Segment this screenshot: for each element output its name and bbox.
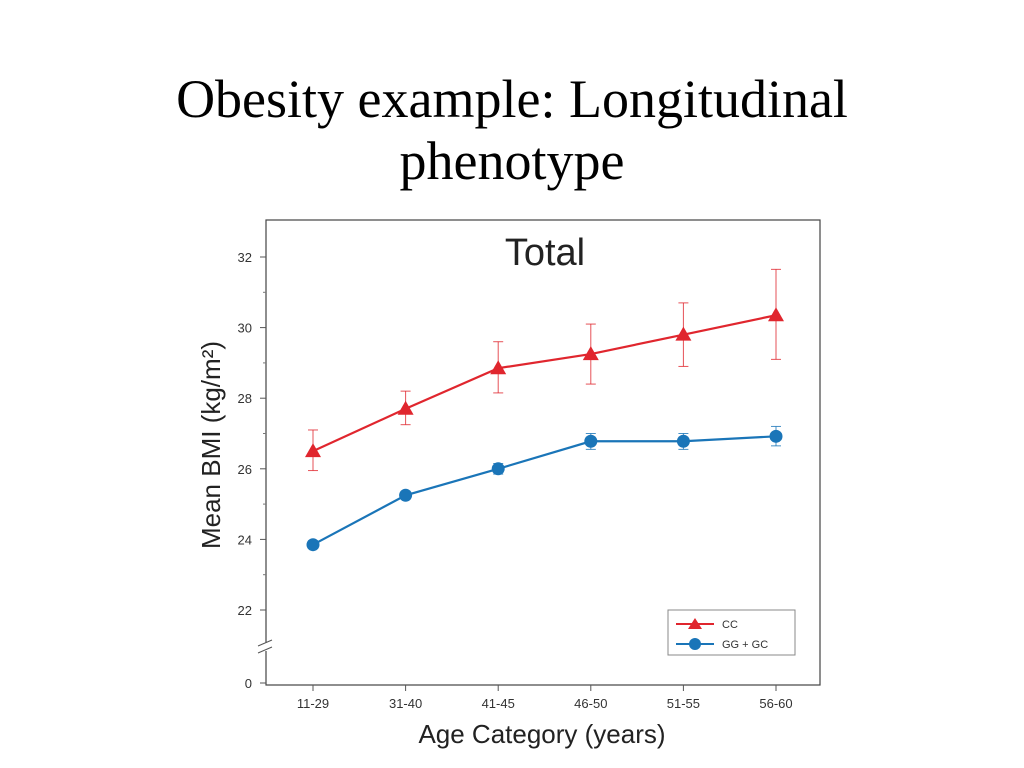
y-tick-label-28: 28 [238, 391, 252, 406]
axis-break-slash-lower [257, 646, 273, 654]
legend-swatch-marker-cc [688, 618, 702, 629]
x-axis-title: Age Category (years) [418, 719, 665, 749]
slide-title-line2: phenotype [399, 131, 625, 191]
chart-title: Total [505, 232, 585, 274]
slide-title: Obesity example: Longitudinal phenotype [0, 68, 1024, 192]
x-axis-ticks: 11-29 31-40 41-45 46-50 51-55 56-60 [297, 685, 793, 711]
data-point-gg-gc-51-55 [676, 434, 690, 448]
x-tick-label-11-29: 11-29 [297, 696, 329, 711]
data-point-cc-46-50 [582, 346, 599, 361]
y-tick-label-26: 26 [238, 462, 252, 477]
y-tick-label-30: 30 [238, 321, 252, 336]
data-point-gg-gc-11-29 [306, 538, 320, 552]
x-tick-label-41-45: 41-45 [482, 696, 515, 711]
axis-break-slash-upper [257, 639, 273, 647]
legend-label-gg-gc: GG + GC [722, 639, 768, 651]
data-point-cc-56-60 [768, 307, 784, 322]
plot-frame [265, 219, 821, 686]
series-cc [305, 268, 784, 472]
x-tick-label-51-55: 51-55 [667, 696, 700, 711]
legend-label-cc: CC [722, 619, 738, 631]
y-tick-label-24: 24 [238, 532, 252, 547]
data-point-cc-41-45 [490, 360, 507, 375]
x-tick-label-31-40: 31-40 [389, 696, 422, 711]
axis-break-marker [257, 639, 273, 654]
legend-box [667, 609, 796, 656]
data-point-cc-11-29 [305, 443, 321, 458]
data-point-gg-gc-41-45 [491, 462, 505, 476]
y-axis-title: Mean BMI (kg/m²) [196, 341, 226, 549]
series-gg-gc [306, 425, 783, 552]
data-point-gg-gc-56-60 [769, 429, 783, 443]
y-tick-label-22: 22 [238, 603, 252, 618]
data-point-cc-31-40 [397, 400, 414, 415]
data-point-gg-gc-46-50 [584, 434, 598, 448]
series-layer [305, 268, 784, 552]
data-point-cc-51-55 [675, 326, 692, 341]
axis-break-gap [258, 643, 272, 651]
y-axis-ticks: 0 22 24 26 28 30 32 [238, 250, 266, 691]
y-tick-label-32: 32 [238, 250, 252, 265]
x-tick-label-56-60: 56-60 [759, 696, 792, 711]
slide-title-line1: Obesity example: Longitudinal [176, 69, 848, 129]
series-line-cc [312, 314, 777, 453]
data-point-gg-gc-31-40 [399, 488, 413, 502]
legend-swatch-marker-gg-gc [689, 638, 701, 650]
bmi-line-chart: Total Age Category (years) Mean BMI (kg/… [196, 219, 821, 749]
y-tick-label-0: 0 [245, 676, 252, 691]
x-tick-label-46-50: 46-50 [574, 696, 607, 711]
chart-container: Total Age Category (years) Mean BMI (kg/… [190, 205, 830, 761]
series-line-gg-gc [312, 435, 777, 546]
legend: CC GG + GC [667, 609, 796, 656]
